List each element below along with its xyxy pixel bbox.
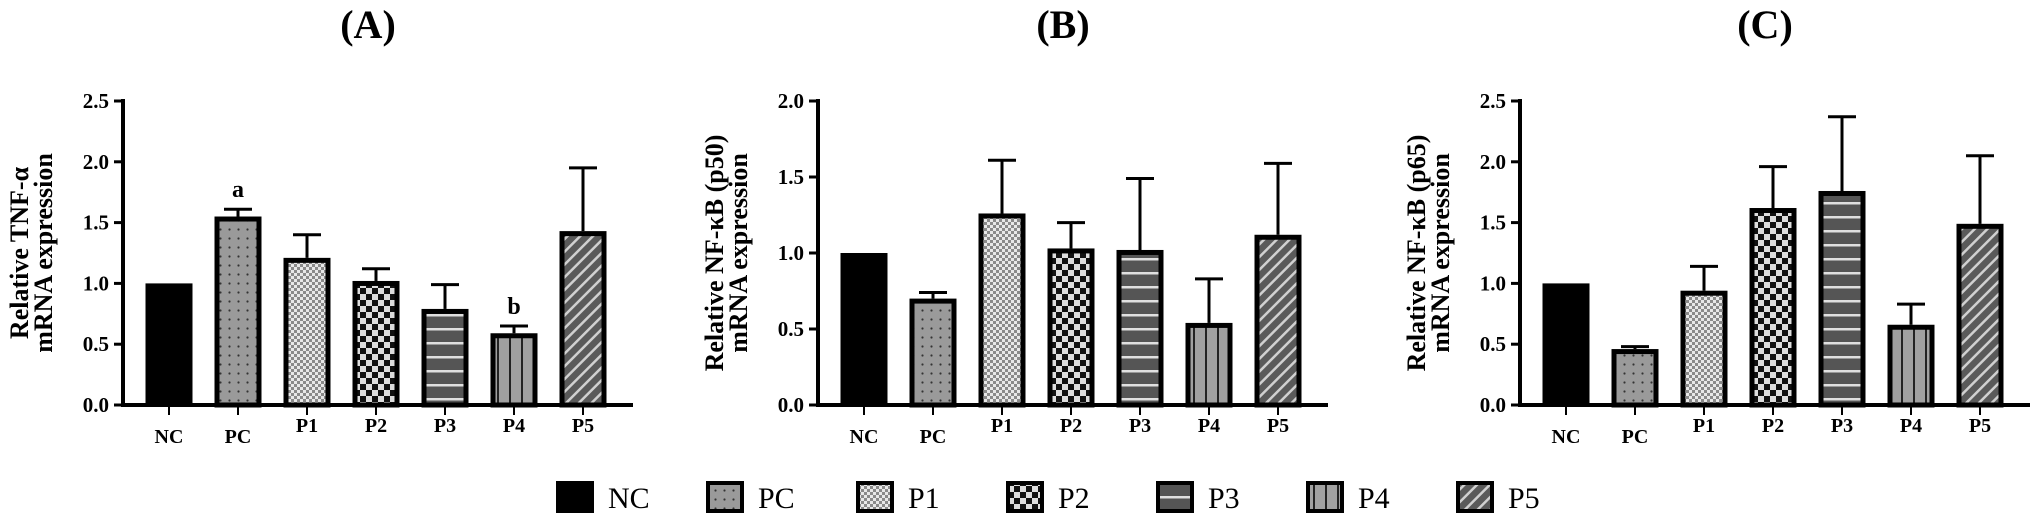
bar-nc [145,283,193,405]
panel-c: (C) Relative NF-κB (p65)mRNA expression 0.… [1402,2,2030,448]
x-tick-label: P3 [1831,415,1853,437]
x-tick-label: P4 [1198,415,1220,437]
y-tick-label: 1.5 [83,211,109,235]
legend-swatch [1006,481,1044,513]
legend-item-nc: NC [556,481,650,515]
bar-p5 [1254,234,1302,408]
y-tick-label: 0.0 [83,393,109,417]
legend-label: P5 [1508,482,1540,515]
y-axis-label-line: Relative NF-κB (p50) [700,135,729,372]
legend-item-p5: P5 [1456,481,1540,515]
legend-swatch [706,481,744,513]
y-tick-label: 1.5 [778,165,804,189]
legend-label: NC [608,482,650,515]
legend-swatch [856,481,894,513]
y-tick-label: 0.5 [1480,332,1506,356]
x-tick-label: P3 [1129,415,1151,437]
panel-title: (C) [1737,2,1793,47]
x-tick-label: P4 [1900,415,1922,437]
bar-pc [1611,349,1659,408]
y-tick-label: 1.0 [778,241,804,265]
bar-p1 [283,257,331,408]
legend-swatch [1156,481,1194,513]
bar-p2 [1749,208,1797,408]
y-axis-label-line: Relative TNF-α [5,166,34,339]
bar-p4 [1185,322,1233,408]
x-tick-label: P5 [1969,415,1991,437]
bar-nc [1542,283,1590,405]
y-axis-label-line: mRNA expression [724,153,753,353]
bar-p1 [1680,290,1728,408]
x-tick-label: P3 [434,415,456,437]
legend-label: P1 [908,482,940,515]
bar-p3 [1818,190,1866,408]
x-tick-label: P1 [296,415,318,437]
legend-item-p3: P3 [1156,481,1240,515]
y-tick-label: 0.5 [83,332,109,356]
y-tick-label: 0.0 [1480,393,1506,417]
x-tick-label: PC [225,426,252,448]
y-tick-label: 2.5 [1480,89,1506,113]
legend-label: P4 [1358,482,1390,515]
bar-p4 [1887,324,1935,408]
legend-item-pc: PC [706,481,795,515]
y-axis-label-line: mRNA expression [1426,153,1455,353]
legend-swatch [1456,481,1494,513]
legend-label: P3 [1208,482,1240,515]
y-tick-label: 1.0 [83,271,109,295]
x-tick-label: PC [920,426,947,448]
significance-label: b [507,294,520,320]
legend-swatch [556,481,594,513]
y-tick-label: 1.5 [1480,211,1506,235]
y-tick-label: 2.5 [83,89,109,113]
legend-item-p2: P2 [1006,481,1090,515]
y-axis-label: Relative NF-κB (p65)mRNA expression [1402,135,1455,372]
y-tick-label: 0.5 [778,317,804,341]
bar-p5 [1956,223,2004,408]
bar-p5 [559,231,607,408]
y-axis-label-line: mRNA expression [29,153,58,353]
bar-pc [214,216,262,408]
y-tick-label: 0.0 [778,393,804,417]
x-tick-label: P5 [572,415,594,437]
bar-nc [840,253,888,405]
x-tick-label: P5 [1267,415,1289,437]
x-tick-label: P2 [1762,415,1784,437]
y-axis-label: Relative NF-κB (p50)mRNA expression [700,135,753,372]
bar-p2 [1047,248,1095,408]
bar-p1 [978,213,1026,408]
bar-p2 [352,280,400,408]
panel-title: (A) [340,2,396,47]
x-tick-label: PC [1622,426,1649,448]
legend-label: P2 [1058,482,1090,515]
bar-p3 [421,308,469,408]
x-tick-label: NC [155,426,184,448]
y-tick-label: 2.0 [83,150,109,174]
bar-p4 [490,333,538,408]
y-tick-label: 1.0 [1480,271,1506,295]
legend-label: PC [758,482,795,515]
x-tick-label: P1 [1693,415,1715,437]
significance-label: a [232,177,244,203]
legend-item-p4: P4 [1306,481,1390,515]
legend-item-p1: P1 [856,481,940,515]
panel-title: (B) [1036,2,1089,47]
x-tick-label: P4 [503,415,525,437]
x-tick-label: P1 [991,415,1013,437]
x-tick-label: P2 [365,415,387,437]
legend-swatch [1306,481,1344,513]
x-tick-label: P2 [1060,415,1082,437]
legend: NC PC P1 P2 P3 P4 P5 [556,481,1540,515]
y-axis-label-line: Relative NF-κB (p65) [1402,135,1431,372]
bar-p3 [1116,249,1164,408]
x-tick-label: NC [1552,426,1581,448]
y-tick-label: 2.0 [778,89,804,113]
y-tick-label: 2.0 [1480,150,1506,174]
bar-pc [909,298,957,408]
panel-b: (B) Relative NF-κB (p50)mRNA expression 0.… [700,2,1328,448]
x-tick-label: NC [850,426,879,448]
